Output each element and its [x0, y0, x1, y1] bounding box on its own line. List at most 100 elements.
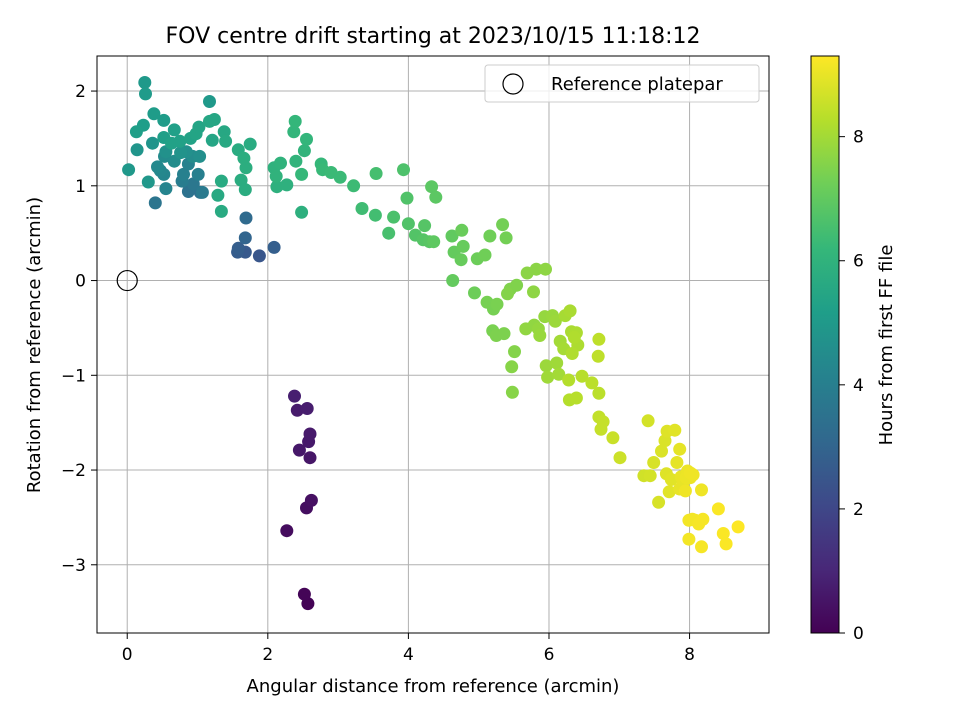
scatter-point: [501, 287, 514, 301]
scatter-point: [167, 123, 181, 137]
y-tick-label: −3: [61, 556, 86, 576]
scatter-point: [496, 218, 510, 232]
y-tick-label: −1: [61, 366, 86, 386]
scatter-point: [300, 402, 314, 415]
scatter-point: [303, 451, 317, 465]
scatter-point: [195, 185, 209, 199]
x-tick-label: 2: [262, 645, 273, 665]
scatter-point: [239, 211, 253, 225]
colorbar-gradient: [810, 55, 840, 634]
scatter-point: [400, 191, 414, 205]
scatter-point: [683, 466, 697, 480]
scatter-point: [539, 359, 553, 373]
scatter-point: [347, 179, 361, 193]
scatter-point: [719, 537, 733, 551]
scatter-point: [678, 484, 692, 498]
x-tick-label: 0: [122, 645, 133, 665]
scatter-point: [696, 512, 710, 526]
legend-label: Reference platepar: [551, 74, 723, 95]
scatter-point: [533, 329, 547, 342]
scatter-point: [214, 174, 228, 188]
legend-box: [484, 64, 760, 103]
scatter-point: [567, 330, 581, 344]
colorbar-tick-label: 4: [853, 376, 864, 396]
colorbar-tick-label: 0: [853, 624, 864, 644]
scatter-point: [129, 125, 143, 139]
scatter-point: [527, 285, 540, 299]
scatter-point: [397, 163, 410, 177]
scatter-point: [575, 369, 589, 383]
scatter-point: [456, 239, 470, 253]
legend-marker-open-circle: [502, 73, 524, 95]
scatter-point: [429, 190, 443, 204]
scatter-point: [295, 167, 309, 181]
reference-marker: [116, 269, 138, 292]
y-tick-label: −2: [61, 461, 86, 481]
scatter-point: [243, 137, 257, 151]
scatter-point: [157, 113, 171, 127]
scatter-points: [122, 76, 745, 611]
scatter-point: [295, 205, 309, 219]
scatter-point: [592, 386, 606, 400]
scatter-point: [548, 314, 562, 328]
legend: Reference platepar: [484, 64, 760, 103]
scatter-point: [552, 367, 566, 381]
scatter-point: [252, 249, 266, 263]
scatter-point: [368, 208, 382, 222]
scatter-point: [539, 262, 552, 276]
scatter-point: [274, 156, 287, 170]
scatter-point: [270, 180, 284, 194]
scatter-point: [238, 231, 252, 245]
scatter-point: [445, 229, 459, 243]
scatter-point: [670, 456, 684, 469]
scatter-point: [269, 169, 283, 183]
scatter-point: [643, 469, 657, 483]
y-axis-label: Rotation from reference (arcmin): [24, 197, 45, 493]
scatter-point: [387, 210, 401, 224]
scatter-point: [505, 385, 519, 399]
scatter-point: [177, 167, 190, 181]
scatter-point: [231, 241, 245, 255]
scatter-point: [122, 163, 136, 177]
scatter-point: [425, 180, 439, 194]
scatter-point: [454, 253, 468, 267]
scatter-point: [529, 262, 543, 276]
x-tick-label: 4: [403, 645, 414, 665]
scatter-point: [731, 520, 745, 534]
scatter-point: [141, 175, 155, 189]
scatter-point: [664, 473, 678, 486]
scatter-point: [695, 483, 708, 497]
scatter-point: [369, 167, 383, 180]
scatter-point: [569, 391, 583, 405]
scatter-point: [647, 456, 661, 469]
scatter-point: [192, 120, 206, 134]
scatter-point: [207, 113, 221, 126]
scatter-point: [214, 204, 228, 218]
scatter-point: [159, 182, 173, 196]
scatter-point: [300, 132, 313, 146]
scatter-point: [288, 389, 301, 403]
scatter-point: [592, 332, 606, 346]
scatter-point: [165, 136, 178, 150]
scatter-point: [290, 403, 304, 417]
scatter-point: [668, 423, 682, 437]
colorbar-tick-label: 8: [853, 128, 864, 148]
scatter-point: [563, 304, 577, 318]
scatter-point: [673, 442, 687, 456]
scatter-point: [695, 540, 708, 554]
scatter-point: [138, 76, 152, 89]
scatter-point: [483, 229, 497, 243]
scatter-point: [280, 178, 294, 192]
scatter-point: [497, 327, 511, 341]
scatter-point: [151, 160, 164, 174]
x-tick-label: 6: [544, 645, 555, 665]
scatter-point: [333, 170, 347, 184]
x-axis-label: Angular distance from reference (arcmin): [247, 676, 620, 697]
scatter-point: [652, 495, 666, 509]
scatter-point: [446, 274, 460, 287]
scatter-point: [505, 360, 519, 374]
scatter-point: [418, 219, 432, 233]
scatter-point: [427, 235, 441, 249]
scatter-point: [594, 422, 608, 436]
